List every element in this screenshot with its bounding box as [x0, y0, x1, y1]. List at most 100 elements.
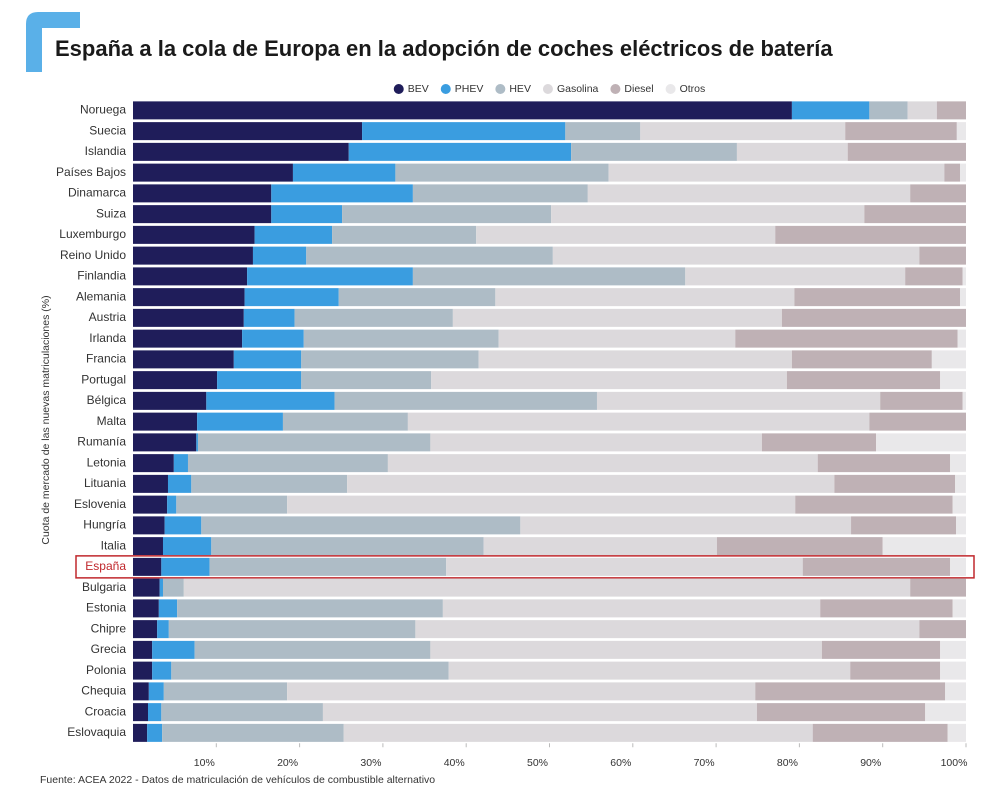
bar-segment [147, 703, 162, 722]
bar-segment [430, 433, 762, 452]
bar-segment [845, 122, 957, 141]
bar-segment [850, 661, 941, 680]
bar-segment [167, 474, 192, 493]
category-label: Finlandia [77, 269, 126, 283]
bar-segment [133, 142, 349, 161]
bar-segment [133, 288, 245, 307]
bar-segment [301, 371, 432, 390]
bar-segment [962, 391, 966, 410]
bar-segment [716, 537, 883, 556]
bar-segment [791, 350, 932, 369]
bar-segment [910, 184, 966, 203]
bar-segment [201, 516, 521, 535]
y-axis-title: Cuota de mercado de las nuevas matricula… [40, 295, 52, 544]
x-tick-label: 70% [694, 757, 715, 769]
bar-segment [882, 537, 966, 556]
bar-segment [446, 557, 803, 576]
bar-segment [430, 640, 822, 659]
bar-segment [950, 454, 966, 473]
bar-segment [133, 578, 160, 597]
bar-segment [194, 640, 431, 659]
bar-segment [348, 142, 572, 161]
bar-segment [448, 661, 851, 680]
bar-segment [161, 557, 210, 576]
legend-label: Otros [680, 83, 706, 95]
bar-segment [960, 288, 966, 307]
bar-segment [187, 454, 388, 473]
chart-title: España a la cola de Europa en la adopció… [55, 36, 833, 61]
bar-segment [177, 599, 443, 618]
bar-segment [157, 620, 169, 639]
bar-segment [243, 308, 295, 327]
bar-segment [781, 308, 966, 327]
bar-segment [282, 412, 408, 431]
bar-segment [957, 329, 966, 348]
bar-segment [133, 661, 153, 680]
bar-segment [571, 142, 737, 161]
bar-segment [962, 267, 966, 286]
category-label: Portugal [81, 372, 126, 386]
legend-marker [495, 84, 506, 94]
bar-segment [498, 329, 736, 348]
bar-segment [271, 184, 413, 203]
bar-segment [171, 661, 449, 680]
bar-segment [133, 267, 248, 286]
bar-segment [880, 391, 963, 410]
bar-segment [936, 101, 966, 120]
bar-segment [133, 557, 162, 576]
bar-segment [338, 288, 496, 307]
x-tick-label: 60% [610, 757, 631, 769]
category-label: Polonia [86, 663, 126, 677]
legend-marker [440, 84, 451, 94]
bar-segment [483, 537, 717, 556]
bar-segment [786, 371, 941, 390]
bar-segment [159, 578, 163, 597]
bar-segment [133, 225, 255, 244]
bar-segment [761, 433, 877, 452]
bar-segment [133, 516, 165, 535]
bar-segment [197, 412, 283, 431]
bar-segment [343, 723, 813, 742]
bar-segment [520, 516, 852, 535]
bar-segment [476, 225, 776, 244]
bar-segment [147, 723, 163, 742]
bar-segment [931, 350, 966, 369]
bar-segment [756, 703, 926, 722]
bar-segment [802, 557, 951, 576]
bar-segment [736, 142, 848, 161]
category-label: Grecia [91, 642, 127, 656]
bar-segment [148, 682, 164, 701]
bar-segment [869, 101, 908, 120]
category-label: Irlanda [89, 331, 126, 345]
legend-label: Gasolina [557, 83, 599, 95]
bar-segment [322, 703, 757, 722]
bar-segment [209, 557, 447, 576]
bar-segment [952, 599, 966, 618]
bar-segment [907, 101, 937, 120]
category-label: Suiza [96, 206, 126, 220]
category-label: Lituania [84, 476, 126, 490]
bar-segment [817, 454, 951, 473]
category-label: Austria [89, 310, 127, 324]
x-tick-label: 90% [860, 757, 881, 769]
bar-segment [905, 267, 963, 286]
category-label: Italia [101, 538, 127, 552]
category-label: Suecia [89, 123, 126, 137]
bar-segment [162, 578, 184, 597]
category-label: Bulgaria [82, 580, 126, 594]
bar-segment [332, 225, 477, 244]
bar-segment [133, 122, 363, 141]
bar-segment [395, 163, 609, 182]
bar-segment [952, 495, 966, 514]
bar-segment [919, 246, 966, 265]
category-label: Croacia [85, 704, 127, 718]
legend-label: PHEV [455, 83, 484, 95]
category-label: Chequia [81, 684, 126, 698]
bar-segment [552, 246, 920, 265]
category-label: Islandia [85, 144, 127, 158]
bar-segment [565, 122, 641, 141]
bar-segment [956, 516, 966, 535]
bar-segment [242, 329, 304, 348]
source-note: Fuente: ACEA 2022 - Datos de matriculaci… [40, 774, 435, 786]
bar-segment [940, 640, 966, 659]
